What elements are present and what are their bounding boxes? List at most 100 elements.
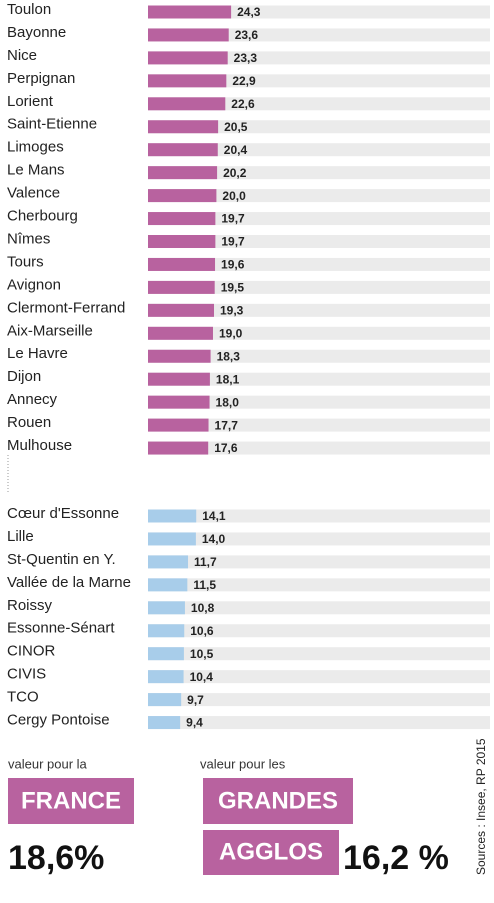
value-label: 19,3: [220, 304, 244, 318]
bar-track: [148, 28, 490, 42]
category-label: Le Mans: [7, 162, 65, 179]
bar-track: [148, 441, 490, 455]
agglos-value: 16,2 %: [343, 839, 449, 877]
bar: [148, 143, 218, 157]
bar: [148, 716, 181, 730]
value-label: 23,6: [235, 28, 259, 42]
category-label: Cœur d'Essonne: [7, 505, 119, 522]
bar: [148, 257, 216, 271]
value-label: 23,3: [234, 51, 258, 65]
category-label: CINOR: [7, 643, 56, 660]
value-label: 10,6: [190, 624, 214, 638]
bar: [148, 212, 216, 226]
bar: [148, 532, 196, 546]
bar-track: [148, 418, 490, 432]
category-label: Essonne-Sénart: [7, 620, 115, 637]
category-label: Annecy: [7, 391, 58, 408]
category-label: Dijon: [7, 368, 41, 385]
category-label: Nîmes: [7, 230, 50, 247]
category-label: Lorient: [7, 93, 54, 110]
bar-track: [148, 601, 490, 615]
bar: [148, 693, 182, 707]
category-label: Perpignan: [7, 70, 75, 87]
bar-track: [148, 532, 490, 546]
source: Sources : Insee, RP 2015: [474, 738, 488, 875]
bar-track: [148, 670, 490, 684]
bar-track: [148, 624, 490, 638]
value-label: 20,2: [223, 166, 247, 180]
france-caption: valeur pour la: [8, 756, 88, 771]
category-label: St-Quentin en Y.: [7, 551, 116, 568]
value-label: 18,0: [216, 395, 240, 409]
bar: [148, 601, 185, 615]
bar: [148, 5, 232, 19]
bar: [148, 418, 209, 432]
bar: [148, 624, 185, 638]
bar-track: [148, 51, 490, 65]
france-label: FRANCE: [21, 787, 121, 814]
value-label: 20,4: [224, 143, 248, 157]
bar: [148, 441, 209, 455]
value-label: 10,4: [190, 670, 214, 684]
category-label: Clermont-Ferrand: [7, 299, 125, 316]
bar: [148, 280, 215, 294]
bar: [148, 51, 228, 65]
value-label: 24,3: [237, 5, 261, 19]
category-label: Valence: [7, 185, 60, 202]
value-label: 17,7: [215, 418, 239, 432]
bar: [148, 303, 215, 317]
bar-track: [148, 555, 490, 569]
bar: [148, 166, 218, 180]
france-value: 18,6%: [8, 839, 104, 877]
category-label: Cergy Pontoise: [7, 712, 110, 729]
bar-track: [148, 212, 490, 226]
bar-track: [148, 326, 490, 340]
value-label: 9,4: [186, 716, 203, 730]
bar: [148, 395, 210, 409]
bar: [148, 97, 226, 111]
bar-track: [148, 235, 490, 248]
bar-track: [148, 120, 490, 134]
bar: [148, 235, 216, 248]
value-label: 19,0: [219, 326, 243, 340]
bar: [148, 670, 184, 684]
value-label: 20,5: [224, 120, 248, 134]
category-label: Toulon: [7, 1, 51, 18]
bar-track: [148, 578, 490, 592]
value-label: 19,6: [221, 258, 245, 272]
value-label: 18,1: [216, 372, 240, 386]
category-label: Nice: [7, 47, 37, 64]
bar: [148, 349, 211, 363]
bar-track: [148, 647, 490, 661]
value-label: 9,7: [187, 693, 204, 707]
value-label: 14,1: [202, 509, 226, 523]
category-label: Bayonne: [7, 24, 66, 41]
bar: [148, 120, 219, 134]
value-label: 17,6: [214, 441, 238, 455]
bar-track: [148, 166, 490, 180]
value-label: 19,5: [221, 281, 245, 295]
bar: [148, 28, 229, 42]
category-label: TCO: [7, 689, 39, 706]
value-label: 19,7: [221, 212, 245, 226]
value-label: 19,7: [221, 235, 245, 249]
agglos-caption: valeur pour les: [200, 756, 286, 771]
category-label: Le Havre: [7, 345, 68, 362]
category-label: Mulhouse: [7, 437, 72, 454]
value-label: 14,0: [202, 532, 226, 546]
value-label: 20,0: [222, 189, 246, 203]
bar-track: [148, 74, 490, 88]
bar-track: [148, 509, 490, 523]
category-label: Vallée de la Marne: [7, 574, 131, 591]
bar-track: [148, 349, 490, 363]
bar-track: [148, 143, 490, 157]
value-label: 10,5: [190, 647, 214, 661]
bar: [148, 555, 189, 569]
bar: [148, 189, 217, 203]
category-label: Cherbourg: [7, 208, 78, 225]
agglos-label: GRANDES: [218, 787, 338, 814]
bar: [148, 509, 197, 523]
bar-track: [148, 97, 490, 111]
bar: [148, 74, 227, 88]
bar-track: [148, 257, 490, 271]
